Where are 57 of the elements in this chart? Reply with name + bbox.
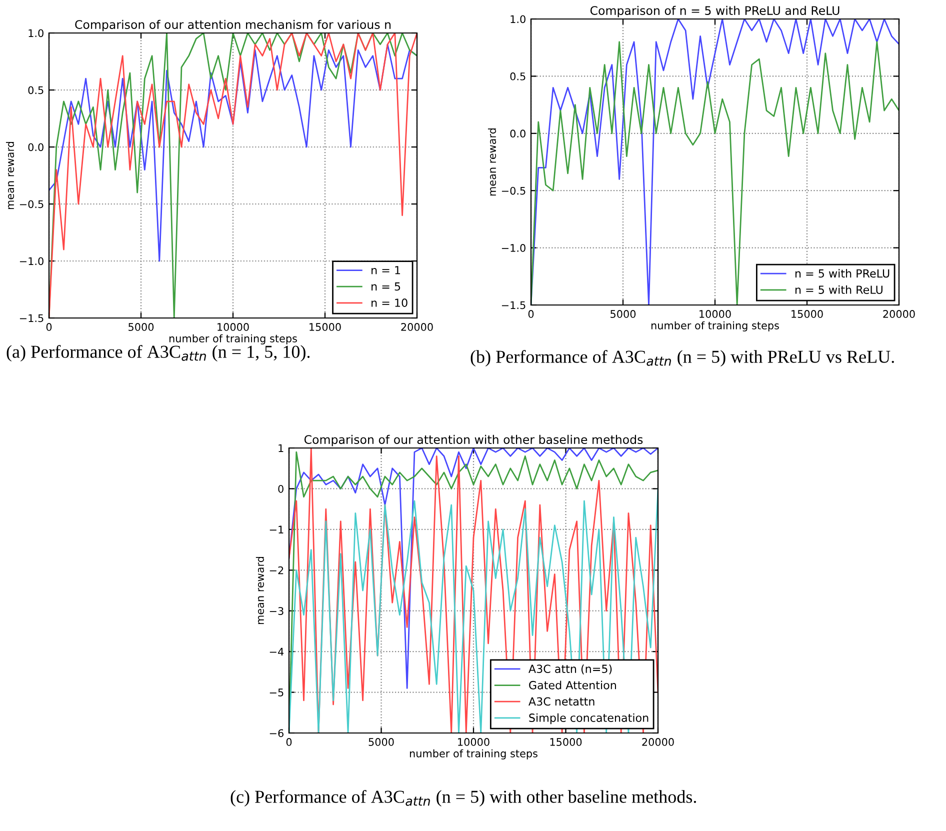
y-axis-title: mean reward bbox=[256, 556, 264, 624]
y-tick-label: −1 bbox=[270, 526, 284, 534]
y-tick-label: −1.5 bbox=[20, 314, 44, 322]
legend-label: n = 5 with ReLU bbox=[795, 285, 882, 294]
text: (b) Performance of A3C$_{attn}$ (n = 5) with PReLU vs ReLU. bbox=[470, 350, 894, 367]
x-tick-label: 20000 bbox=[401, 323, 433, 331]
legend-label: A3C attn (n=5) bbox=[528, 664, 612, 674]
x-tick-label: 0 bbox=[286, 738, 292, 746]
y-tick-label: −1.5 bbox=[502, 301, 526, 310]
y-tick-label: 0.0 bbox=[510, 130, 526, 138]
x-tick-label: 20000 bbox=[642, 738, 674, 746]
y-tick-label: −6 bbox=[270, 729, 284, 738]
text: (c) Performance of A3C$_{attn}$ (n = 5) with other baseline methods. bbox=[230, 790, 696, 807]
y-axis-title: mean reward bbox=[488, 128, 496, 196]
y-axis-title: mean reward bbox=[6, 142, 14, 210]
x-tick-label: 10000 bbox=[700, 310, 731, 318]
y-tick-label: 0.5 bbox=[28, 86, 44, 94]
legend-label: Simple concatenation bbox=[529, 713, 648, 724]
y-tick-label: 0 bbox=[278, 484, 284, 493]
legend-label: n = 1 bbox=[372, 266, 400, 274]
y-tick-label: 1.0 bbox=[510, 15, 526, 24]
y-tick-label: −0.5 bbox=[502, 186, 526, 195]
y-tick-label: 0.0 bbox=[28, 143, 44, 152]
x-tick-label: 5000 bbox=[610, 310, 636, 318]
x-tick-label: 15000 bbox=[792, 310, 823, 318]
line-series bbox=[49, 33, 417, 318]
x-axis-title: number of training steps bbox=[169, 334, 297, 344]
x-tick-label: 10000 bbox=[218, 323, 249, 331]
x-tick-label: 15000 bbox=[550, 738, 582, 746]
x-axis-title: number of training steps bbox=[410, 749, 538, 760]
chart-title: Comparison of n = 5 with PReLU and ReLU bbox=[590, 6, 840, 18]
chart-title: Comparison of our attention mechanism for various n bbox=[75, 20, 391, 32]
x-tick-label: 15000 bbox=[310, 323, 341, 331]
x-tick-label: 10000 bbox=[458, 738, 490, 746]
y-tick-label: −1.0 bbox=[502, 244, 526, 252]
y-tick-label: −3 bbox=[270, 607, 284, 615]
y-tick-label: −5 bbox=[270, 688, 284, 696]
legend-label: A3C netattn bbox=[528, 697, 594, 706]
y-tick-label: 1 bbox=[278, 444, 284, 452]
legend-label: Gated Attention bbox=[529, 680, 616, 690]
legend-label: n = 5 with PReLU bbox=[795, 269, 890, 278]
x-tick-label: 0 bbox=[528, 310, 534, 318]
x-tick-label: 5000 bbox=[368, 738, 394, 746]
y-tick-label: −2 bbox=[270, 566, 284, 574]
legend-label: n = 5 bbox=[372, 282, 400, 291]
legend-label: n = 10 bbox=[372, 298, 408, 307]
y-tick-label: −0.5 bbox=[20, 200, 44, 208]
x-tick-label: 0 bbox=[46, 323, 52, 331]
text: (a) Performance of A3C$_{attn}$ (n = 1, 5, 10). bbox=[6, 345, 310, 362]
x-tick-label: 20000 bbox=[883, 310, 915, 318]
x-tick-label: 5000 bbox=[128, 323, 154, 331]
y-tick-label: 0.5 bbox=[510, 72, 526, 80]
y-tick-label: −4 bbox=[270, 648, 284, 656]
y-tick-label: 1.0 bbox=[28, 29, 44, 38]
chart-title: Comparison of our attention with other baseline methods bbox=[304, 434, 643, 446]
x-axis-title: number of training steps bbox=[651, 321, 779, 332]
y-tick-label: −1.0 bbox=[20, 257, 44, 266]
